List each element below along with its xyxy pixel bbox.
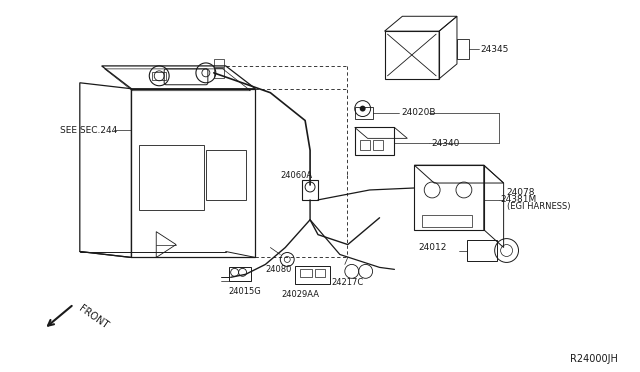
Bar — [302, 180, 318, 200]
Bar — [360, 140, 370, 150]
Text: 24080: 24080 — [265, 265, 291, 274]
Text: 24345: 24345 — [481, 45, 509, 54]
Text: 24217C: 24217C — [332, 278, 364, 287]
Bar — [414, 165, 484, 230]
Bar — [467, 240, 497, 262]
Text: 24015G: 24015G — [228, 287, 261, 296]
Bar — [315, 269, 325, 277]
Bar — [355, 128, 394, 155]
Bar — [422, 215, 472, 227]
Text: FRONT: FRONT — [77, 303, 110, 330]
Bar — [228, 267, 250, 281]
Text: 24012: 24012 — [419, 243, 447, 252]
Circle shape — [360, 106, 365, 112]
Bar — [300, 269, 312, 277]
Text: 24020B: 24020B — [401, 108, 436, 117]
Bar — [295, 266, 330, 284]
Bar — [206, 150, 246, 200]
Bar — [355, 107, 372, 119]
Text: 24060A: 24060A — [280, 171, 312, 180]
Text: 24029AA: 24029AA — [281, 290, 319, 299]
Text: 24340: 24340 — [431, 139, 460, 148]
Bar — [372, 140, 383, 150]
Text: R24000JH: R24000JH — [570, 354, 618, 364]
Text: (EGI HARNESS): (EGI HARNESS) — [507, 202, 570, 211]
Bar — [140, 145, 204, 210]
Bar — [152, 72, 166, 80]
Text: 24078: 24078 — [507, 189, 535, 198]
Text: 24381M: 24381M — [500, 195, 537, 204]
Bar — [385, 31, 439, 79]
Bar — [214, 68, 224, 78]
Text: SEE SEC.244: SEE SEC.244 — [60, 126, 117, 135]
Bar — [457, 39, 469, 59]
Bar — [214, 59, 224, 67]
